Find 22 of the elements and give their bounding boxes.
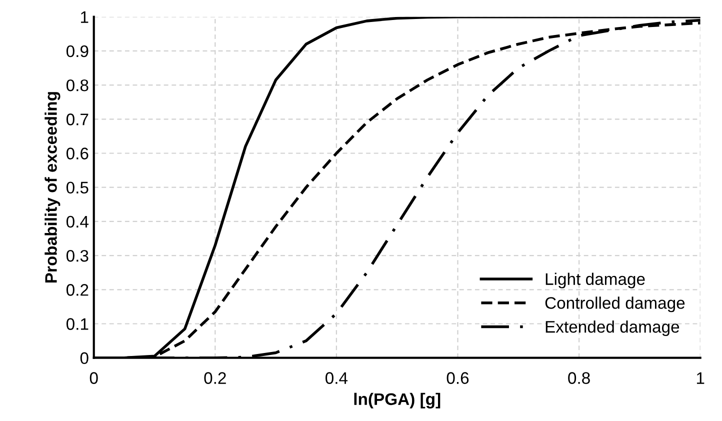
y-tick-label: 0.5 xyxy=(66,182,88,194)
y-tick-label: 0.7 xyxy=(66,114,88,126)
x-tick-label: 0.4 xyxy=(326,372,348,384)
y-tick-label: 0.1 xyxy=(66,318,88,330)
y-tick-label: 0.9 xyxy=(66,45,88,58)
y-axis-title: Probability of exceeding xyxy=(44,92,60,283)
x-tick-label: 0.6 xyxy=(446,372,469,384)
legend-label: Extended damage xyxy=(546,320,680,336)
x-axis-title: ln(PGA) [g] xyxy=(354,392,440,408)
y-tick-label: 0.3 xyxy=(66,250,88,262)
y-tick-label: 0.6 xyxy=(66,148,88,160)
y-tick-label: 0.8 xyxy=(66,79,88,92)
y-tick-label: 0.2 xyxy=(66,284,88,296)
y-tick-label: 0.4 xyxy=(66,216,89,228)
x-tick-label: 1 xyxy=(696,372,704,384)
y-tick-label: 0 xyxy=(80,352,88,364)
legend-label: Controlled damage xyxy=(545,296,685,312)
x-tick-label: 0.2 xyxy=(204,372,226,384)
x-tick-label: 0 xyxy=(90,372,98,384)
x-tick-label: 0.8 xyxy=(568,372,590,384)
y-tick-label: 1 xyxy=(81,11,88,23)
legend-label: Light damage xyxy=(546,272,645,288)
